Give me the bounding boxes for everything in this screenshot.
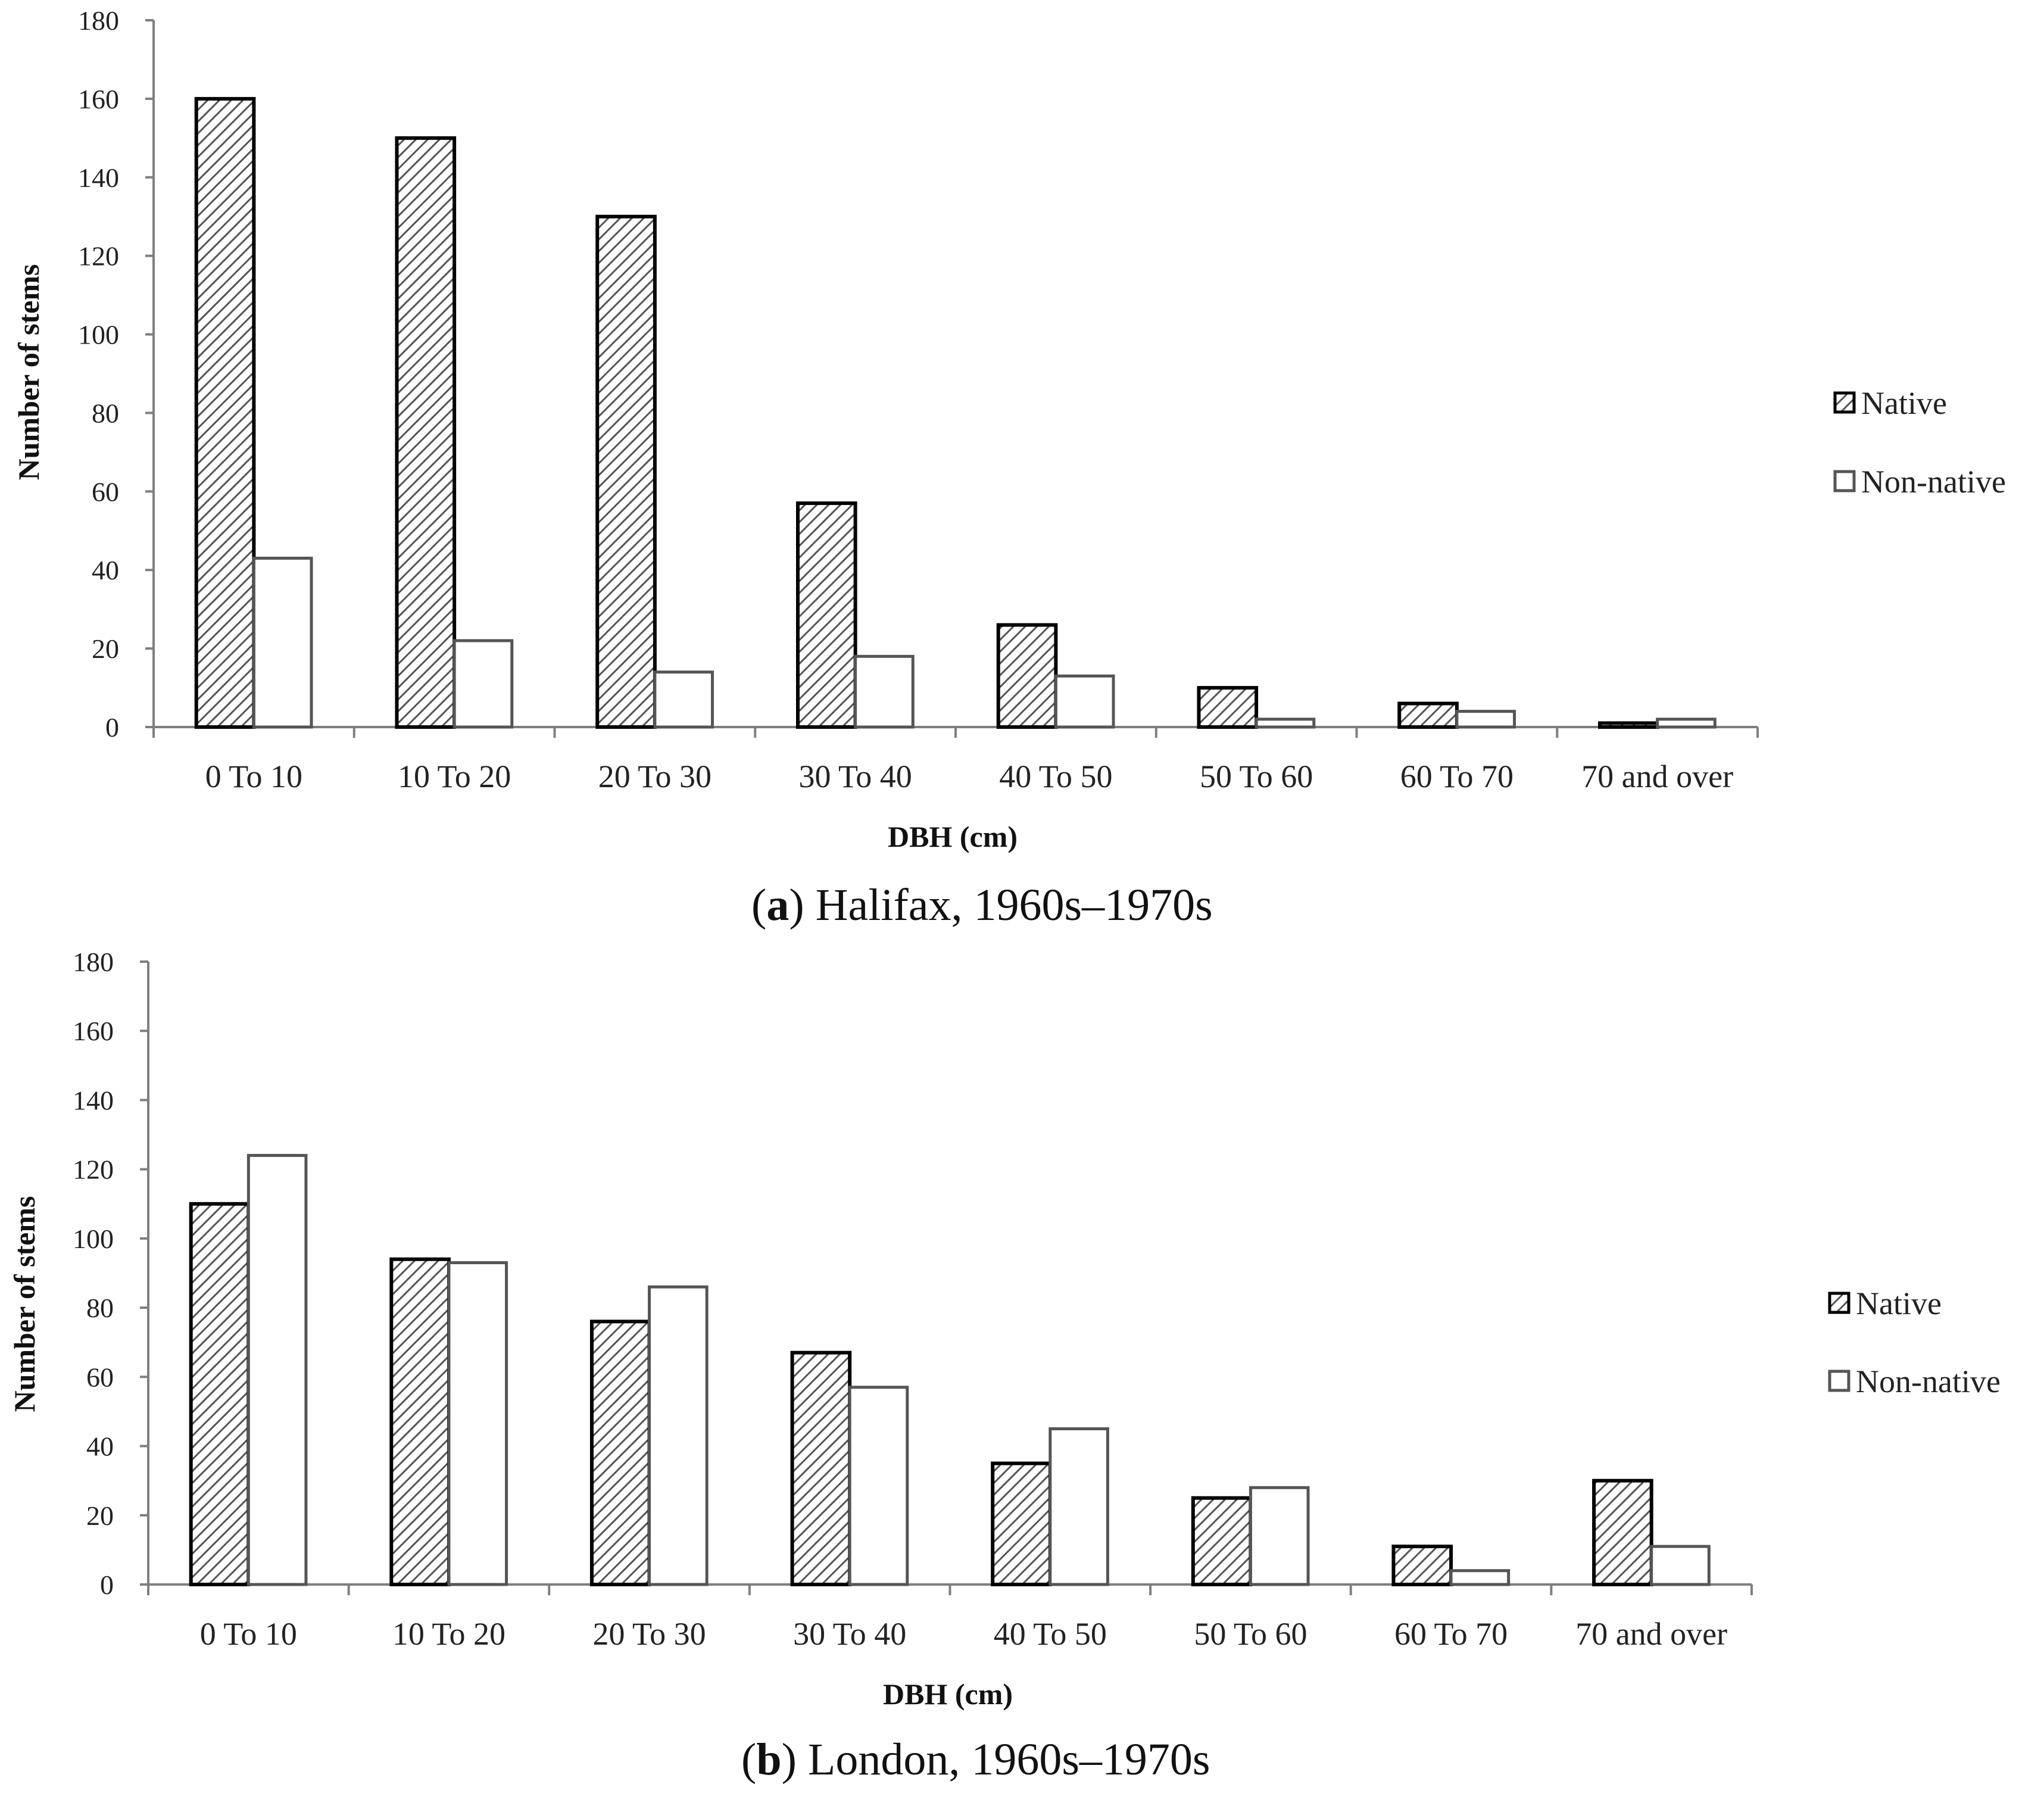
london-bar-native bbox=[189, 1202, 251, 1587]
halifax-x-axis-title: DBH (cm) bbox=[888, 820, 1018, 853]
halifax-category-label: 20 To 30 bbox=[598, 759, 712, 794]
halifax-y-tick-label: 100 bbox=[78, 320, 119, 350]
halifax-bar-native bbox=[1397, 701, 1459, 729]
london-bar-nonnative bbox=[1048, 1427, 1109, 1586]
halifax-bar-native bbox=[795, 501, 857, 729]
halifax-category-label: 50 To 60 bbox=[1200, 759, 1313, 794]
chart-halifax: 0 20 40 60 80 100 120 140 160 180 0 To 10 10 To 20 2… bbox=[12, 5, 2006, 930]
london-caption-letter: b bbox=[756, 1735, 781, 1785]
london-bar-nonnative bbox=[1449, 1569, 1511, 1586]
london-y-tick-label: 0 bbox=[100, 1570, 114, 1600]
halifax-category-label: 0 To 10 bbox=[205, 759, 302, 794]
halifax-category-label: 70 and over bbox=[1581, 759, 1733, 794]
london-category-label: 10 To 20 bbox=[392, 1616, 505, 1652]
london-bar-native bbox=[389, 1257, 451, 1587]
halifax-bar-nonnative bbox=[1656, 718, 1717, 729]
london-bar-nonnative bbox=[848, 1386, 909, 1586]
halifax-legend-nonnative-label: Non-native bbox=[1861, 464, 2006, 500]
london-bar-nonnative bbox=[1650, 1545, 1711, 1586]
london-y-axis-title: Number of stems bbox=[8, 1196, 41, 1412]
halifax-axes bbox=[145, 19, 1759, 738]
halifax-legend-native-swatch bbox=[1833, 391, 1856, 414]
halifax-category-label: 10 To 20 bbox=[398, 759, 511, 794]
halifax-bars bbox=[194, 96, 1717, 729]
halifax-y-tick-label: 20 bbox=[92, 634, 119, 664]
london-bar-nonnative bbox=[1249, 1486, 1310, 1586]
london-y-tick-label: 80 bbox=[86, 1293, 114, 1323]
halifax-y-tick-label: 120 bbox=[78, 241, 119, 272]
london-category-label: 40 To 50 bbox=[994, 1616, 1107, 1652]
halifax-y-tick-label: 80 bbox=[92, 398, 119, 428]
london-bar-nonnative bbox=[447, 1261, 508, 1586]
halifax-bar-nonnative bbox=[453, 639, 514, 729]
london-legend-native-swatch bbox=[1828, 1292, 1850, 1314]
chart-london: 0 20 40 60 80 100 120 140 160 180 0 To 10 10 To 20 2… bbox=[8, 947, 2001, 1785]
london-y-tick-label: 180 bbox=[73, 947, 114, 977]
london-bar-native bbox=[1391, 1545, 1453, 1587]
london-axes bbox=[140, 960, 1753, 1595]
halifax-y-tick-label: 0 bbox=[105, 712, 119, 743]
london-legend-nonnative-swatch bbox=[1828, 1370, 1850, 1392]
london-category-label: 30 To 40 bbox=[793, 1616, 906, 1652]
halifax-caption-text: Halifax, 1960s–1970s bbox=[816, 880, 1213, 930]
london-labels: 0 20 40 60 80 100 120 140 160 180 0 To 10 10 To 20 2… bbox=[73, 947, 1727, 1652]
halifax-bar-nonnative bbox=[252, 556, 313, 729]
halifax-y-tick-label: 160 bbox=[78, 84, 119, 114]
halifax-y-tick-label: 40 bbox=[92, 555, 119, 585]
london-legend-native-label: Native bbox=[1856, 1286, 1942, 1321]
london-category-label: 50 To 60 bbox=[1194, 1616, 1307, 1652]
halifax-category-label: 30 To 40 bbox=[799, 759, 912, 794]
halifax-category-label: 40 To 50 bbox=[999, 759, 1112, 794]
halifax-bar-nonnative bbox=[1054, 674, 1115, 729]
halifax-bar-native bbox=[1597, 721, 1659, 729]
london-bars bbox=[189, 1153, 1711, 1587]
london-bar-nonnative bbox=[648, 1285, 709, 1586]
london-category-label: 0 To 10 bbox=[200, 1616, 297, 1652]
halifax-y-tick-label: 60 bbox=[92, 476, 119, 507]
halifax-bar-native bbox=[1197, 686, 1259, 729]
halifax-y-axis-title: Number of stems bbox=[12, 264, 45, 481]
london-category-label: 70 and over bbox=[1575, 1616, 1727, 1652]
london-legend: Native Non-native bbox=[1828, 1286, 2001, 1399]
halifax-bar-nonnative bbox=[854, 654, 915, 729]
halifax-caption: (a) Halifax, 1960s–1970s bbox=[751, 880, 1213, 930]
london-legend-nonnative-label: Non-native bbox=[1856, 1364, 2001, 1399]
halifax-bar-native bbox=[194, 96, 256, 729]
halifax-legend: Native Non-native bbox=[1833, 385, 2006, 500]
london-y-tick-label: 140 bbox=[73, 1085, 114, 1115]
london-caption-text: London, 1960s–1970s bbox=[808, 1735, 1210, 1785]
london-x-axis-title: DBH (cm) bbox=[883, 1677, 1013, 1711]
london-bar-native bbox=[790, 1350, 852, 1586]
halifax-bar-native bbox=[996, 623, 1058, 729]
halifax-labels: 0 20 40 60 80 100 120 140 160 180 0 To 10 10 To 20 2… bbox=[78, 5, 1733, 794]
halifax-legend-nonnative-swatch bbox=[1833, 470, 1856, 492]
london-bar-native bbox=[1191, 1496, 1253, 1586]
london-bar-native bbox=[991, 1461, 1052, 1586]
halifax-bar-nonnative bbox=[1455, 710, 1516, 729]
halifax-category-label: 60 To 70 bbox=[1400, 759, 1514, 794]
london-y-tick-label: 40 bbox=[86, 1431, 114, 1462]
halifax-y-tick-label: 140 bbox=[78, 163, 119, 193]
london-y-tick-label: 20 bbox=[86, 1501, 114, 1531]
london-bar-nonnative bbox=[246, 1153, 308, 1586]
halifax-bar-native bbox=[595, 214, 657, 729]
london-category-label: 20 To 30 bbox=[592, 1616, 706, 1652]
halifax-bar-nonnative bbox=[1255, 718, 1316, 729]
london-y-tick-label: 100 bbox=[73, 1224, 114, 1254]
london-bar-native bbox=[589, 1320, 651, 1586]
london-category-label: 60 To 70 bbox=[1394, 1616, 1508, 1652]
halifax-legend-native-label: Native bbox=[1861, 385, 1947, 421]
london-bar-native bbox=[1592, 1479, 1653, 1587]
halifax-bar-nonnative bbox=[653, 670, 714, 729]
london-caption: (b) London, 1960s–1970s bbox=[741, 1735, 1210, 1785]
halifax-caption-letter: a bbox=[766, 880, 789, 930]
london-y-tick-label: 160 bbox=[73, 1016, 114, 1046]
halifax-bar-native bbox=[395, 136, 457, 729]
london-y-tick-label: 120 bbox=[73, 1155, 114, 1185]
halifax-y-tick-label: 180 bbox=[78, 5, 119, 36]
london-y-tick-label: 60 bbox=[86, 1362, 114, 1392]
